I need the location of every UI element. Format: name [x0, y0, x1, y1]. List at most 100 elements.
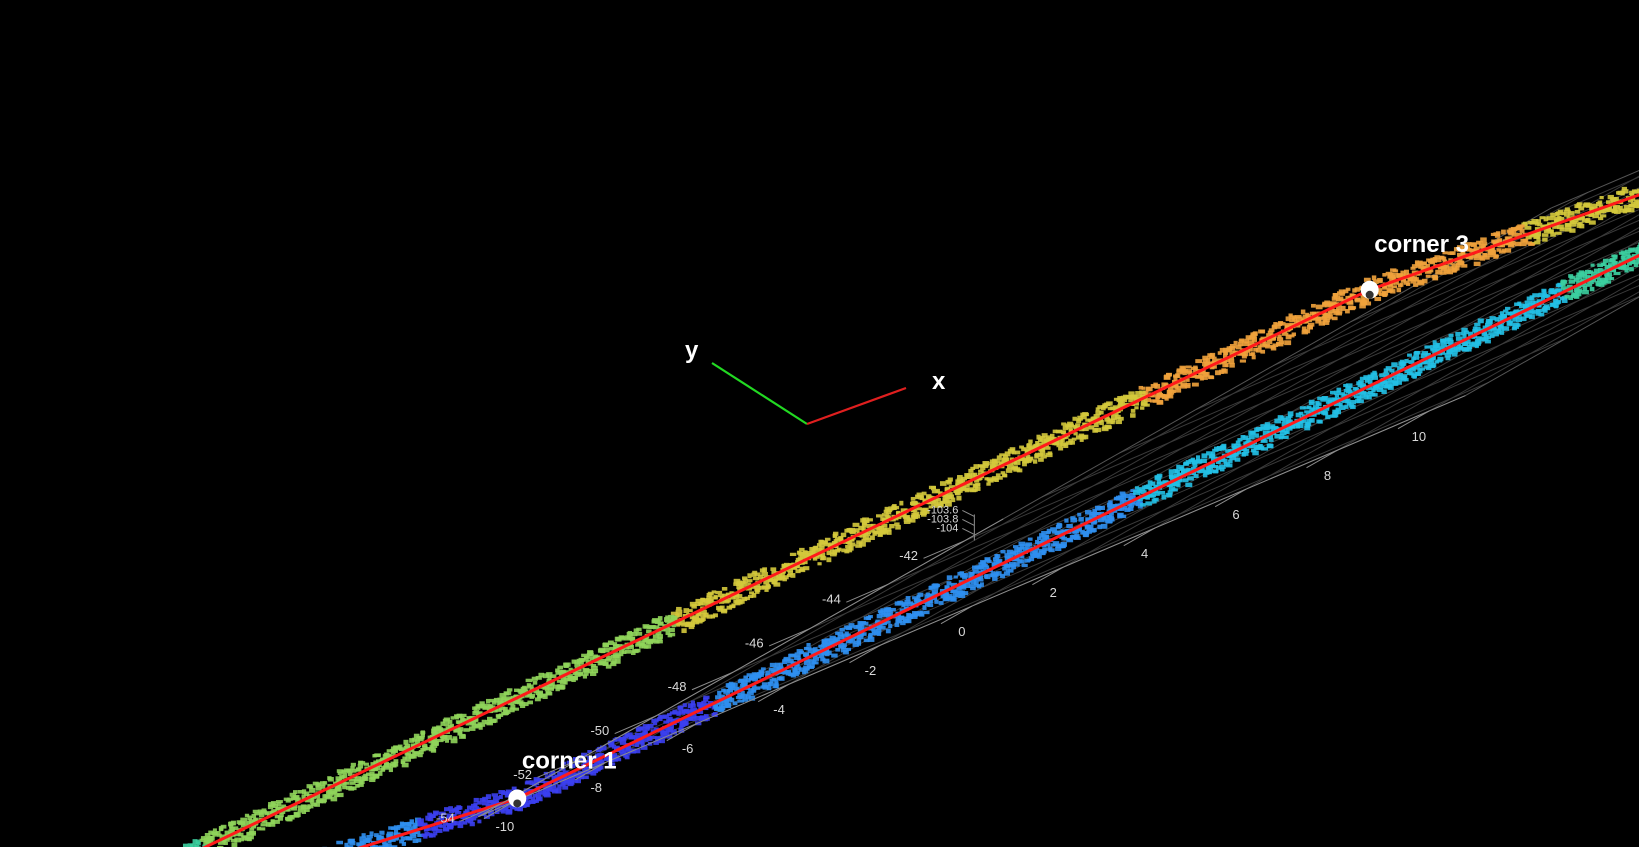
cloud-point [571, 659, 577, 664]
cloud-point [1229, 355, 1235, 360]
cloud-point [773, 582, 781, 587]
cloud-point [964, 474, 970, 479]
cloud-point [1605, 280, 1612, 284]
cloud-point [794, 652, 801, 658]
cloud-point [982, 464, 989, 469]
cloud-point [554, 774, 560, 780]
cloud-point [1025, 542, 1033, 547]
cloud-point [1145, 387, 1153, 392]
cloud-point [1541, 233, 1549, 237]
cloud-point [548, 784, 553, 789]
cloud-point [1559, 216, 1565, 222]
cloud-point [624, 637, 631, 641]
cloud-point [1345, 287, 1351, 291]
cloud-point [1161, 494, 1167, 500]
cloud-point [1410, 365, 1416, 370]
cloud-point [1004, 563, 1011, 568]
cloud-point [1575, 274, 1582, 280]
cloud-point [421, 743, 428, 748]
cloud-point [681, 623, 688, 627]
cloud-point [978, 464, 984, 468]
cloud-point [572, 757, 578, 762]
cloud-point [566, 760, 572, 765]
cloud-point [763, 580, 770, 585]
cloud-point [1633, 262, 1639, 268]
cloud-point [1024, 447, 1031, 451]
cloud-point [819, 542, 825, 547]
cloud-point [1315, 319, 1321, 324]
cloud-point [1045, 452, 1053, 458]
cloud-point [681, 628, 687, 634]
cloud-point [1367, 379, 1373, 385]
cloud-point [614, 737, 622, 742]
cloud-point [1466, 339, 1471, 344]
cloud-point [1174, 469, 1180, 474]
cloud-point [1107, 406, 1114, 411]
cloud-point [497, 701, 504, 706]
cloud-point [1245, 335, 1252, 340]
cloud-point [597, 648, 604, 653]
cloud-point [507, 701, 515, 706]
cloud-point [1332, 397, 1338, 401]
cloud-point [641, 737, 649, 742]
cloud-point [1195, 459, 1203, 464]
cloud-point [1202, 474, 1208, 478]
cloud-point [1050, 433, 1055, 439]
cloud-point [1281, 332, 1289, 336]
cloud-point [457, 730, 463, 736]
cloud-point [1464, 247, 1472, 252]
cloud-point [1376, 288, 1383, 292]
cloud-point [1182, 478, 1189, 483]
cloud-point [1180, 465, 1185, 471]
cloud-point [1329, 302, 1337, 307]
cloud-point [599, 661, 606, 666]
cloud-point [1336, 387, 1342, 393]
cloud-point [690, 700, 695, 706]
cloud-point [1633, 204, 1639, 209]
cloud-point [1605, 200, 1611, 204]
cloud-point [1107, 506, 1114, 511]
cloud-point [1404, 359, 1409, 364]
cloud-point [1311, 408, 1317, 413]
cloud-point [1576, 222, 1582, 228]
cloud-point [1473, 329, 1479, 334]
cloud-point [1576, 288, 1582, 293]
cloud-point [802, 560, 808, 565]
cloud-point [1212, 469, 1219, 473]
cloud-point [848, 623, 855, 628]
cloud-point [981, 561, 987, 566]
cloud-point [881, 513, 889, 517]
cloud-point [1192, 463, 1198, 468]
cloud-point [563, 677, 571, 682]
cloud-point [1190, 366, 1198, 370]
cloud-point [1366, 395, 1372, 400]
cloud-point [1268, 438, 1274, 442]
cloud-point [1447, 251, 1455, 255]
cloud-point [1443, 269, 1451, 274]
cloud-point [1179, 369, 1187, 374]
cloud-point [575, 778, 581, 784]
cloud-point [1445, 356, 1451, 361]
cloud-point [1086, 529, 1092, 534]
cloud-point [696, 610, 701, 616]
cloud-point [1498, 324, 1504, 329]
cloud-point [1288, 313, 1293, 317]
cloud-point [1251, 448, 1257, 453]
cloud-point [1360, 295, 1365, 301]
cloud-point [844, 528, 850, 533]
cloud-point [1127, 503, 1133, 507]
cloud-point [1635, 256, 1639, 260]
cloud-point [1132, 402, 1140, 406]
cloud-point [1201, 453, 1208, 459]
cloud-point [635, 631, 643, 636]
cloud-point [726, 605, 733, 610]
cloud-point [450, 738, 458, 744]
cloud-point [1439, 346, 1445, 350]
cloud-point [1311, 316, 1319, 321]
cloud-point [1339, 392, 1346, 396]
cloud-point [1407, 353, 1412, 357]
cloud-point [1127, 506, 1134, 511]
cloud-point [1451, 267, 1457, 273]
cloud-point [590, 671, 597, 677]
cloud-point [819, 546, 825, 551]
